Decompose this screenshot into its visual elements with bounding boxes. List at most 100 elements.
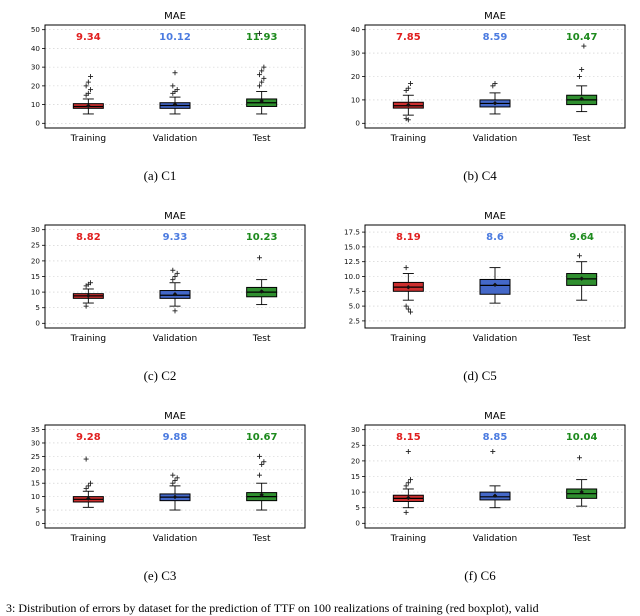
svg-text:Validation: Validation (473, 334, 517, 344)
svg-text:0: 0 (35, 119, 40, 128)
svg-text:Training: Training (70, 134, 107, 144)
svg-text:8.59: 8.59 (483, 32, 508, 43)
boxplot-chart: 0 10 20 30 40 50 MAE 9.34 Training 10.12 Validatio… (9, 8, 311, 152)
svg-text:9.33: 9.33 (163, 232, 188, 243)
svg-text:25: 25 (31, 452, 40, 461)
boxplot-svg: 0 5 10 15 20 25 30 MAE 8.15 Training 8.85 Validatio… (351, 411, 626, 544)
svg-text:17.5: 17.5 (344, 228, 360, 237)
svg-text:Test: Test (252, 334, 271, 344)
svg-text:15.0: 15.0 (344, 242, 360, 251)
svg-text:0: 0 (35, 319, 40, 328)
svg-text:0: 0 (355, 119, 360, 128)
boxplot-panel: 0 10 20 30 40 MAE 7.85 Training 8.59 Validation 10… (320, 0, 640, 200)
svg-text:25: 25 (351, 441, 360, 450)
svg-text:20: 20 (31, 465, 41, 474)
svg-text:MAE: MAE (164, 11, 186, 22)
svg-text:30: 30 (31, 438, 41, 447)
svg-text:10.23: 10.23 (246, 232, 278, 243)
svg-text:30: 30 (31, 63, 41, 72)
svg-text:Test: Test (572, 534, 591, 544)
figure-caption: 3: Distribution of errors by dataset for… (6, 601, 539, 615)
svg-text:40: 40 (351, 25, 361, 34)
svg-text:Training: Training (70, 334, 107, 344)
svg-text:8.85: 8.85 (483, 432, 508, 443)
svg-text:Test: Test (252, 134, 271, 144)
svg-text:Validation: Validation (473, 534, 517, 544)
svg-text:15: 15 (31, 479, 40, 488)
svg-text:20: 20 (351, 456, 361, 465)
boxplot-panel: 0 5 10 15 20 25 30 MAE 8.82 Training 9.33 Validatio… (0, 200, 320, 400)
svg-text:9.64: 9.64 (569, 232, 594, 243)
svg-text:8.15: 8.15 (396, 432, 421, 443)
figure-grid: 0 10 20 30 40 50 MAE 9.34 Training 10.12 Validatio… (0, 0, 640, 600)
svg-text:20: 20 (31, 81, 41, 90)
svg-text:30: 30 (31, 225, 41, 234)
svg-text:10: 10 (351, 488, 361, 497)
svg-text:10.12: 10.12 (159, 32, 191, 43)
svg-text:Test: Test (252, 534, 271, 544)
svg-text:MAE: MAE (164, 411, 186, 422)
svg-text:Training: Training (390, 334, 427, 344)
boxplot-svg: 0 10 20 30 40 MAE 7.85 Training 8.59 Validation 10… (351, 11, 626, 144)
svg-text:Training: Training (70, 534, 107, 544)
svg-text:0: 0 (35, 519, 40, 528)
boxplot-chart: 2.5 5.0 7.5 10.0 12.5 15.0 17.5 MAE 8.19 Training… (329, 208, 631, 352)
boxplot-chart: 0 5 10 15 20 25 30 35 MAE 9.28 Training 9.88 Validat… (9, 408, 311, 552)
panel-caption: (f) C6 (464, 568, 496, 583)
svg-text:10: 10 (31, 288, 41, 297)
svg-text:12.5: 12.5 (344, 257, 360, 266)
svg-text:35: 35 (31, 425, 40, 434)
svg-text:25: 25 (31, 241, 40, 250)
panel-caption: (b) C4 (463, 168, 497, 183)
boxplot-chart: 0 10 20 30 40 MAE 7.85 Training 8.59 Validation 10… (329, 8, 631, 152)
svg-text:Test: Test (572, 134, 591, 144)
boxplot-chart: 0 5 10 15 20 25 30 MAE 8.82 Training 9.33 Validatio… (9, 208, 311, 352)
svg-text:20: 20 (351, 72, 361, 81)
panel-caption: (c) C2 (143, 368, 177, 383)
svg-text:7.5: 7.5 (349, 287, 360, 296)
svg-text:40: 40 (31, 44, 41, 53)
svg-text:50: 50 (31, 25, 41, 34)
svg-text:8.82: 8.82 (76, 232, 101, 243)
svg-text:30: 30 (351, 425, 361, 434)
svg-text:Validation: Validation (153, 534, 197, 544)
boxplot-svg: 0 5 10 15 20 25 30 MAE 8.82 Training 9.33 Validatio… (31, 211, 306, 344)
panel-caption: (e) C3 (143, 568, 177, 583)
svg-text:Validation: Validation (153, 334, 197, 344)
svg-text:10.47: 10.47 (566, 32, 598, 43)
svg-text:0: 0 (355, 519, 360, 528)
svg-text:5: 5 (35, 505, 40, 514)
svg-text:10.67: 10.67 (246, 432, 278, 443)
svg-text:10: 10 (351, 95, 361, 104)
boxplot-svg: 0 10 20 30 40 50 MAE 9.34 Training 10.12 Validatio… (31, 11, 306, 144)
svg-text:5.0: 5.0 (349, 301, 361, 310)
svg-text:Training: Training (390, 534, 427, 544)
panel-caption: (a) C1 (143, 168, 177, 183)
svg-text:10.0: 10.0 (344, 272, 360, 281)
svg-text:30: 30 (351, 48, 361, 57)
boxplot-panel: 0 5 10 15 20 25 30 MAE 8.15 Training 8.85 Validatio… (320, 400, 640, 600)
svg-text:8.6: 8.6 (486, 232, 504, 243)
svg-text:10: 10 (31, 492, 41, 501)
svg-text:7.85: 7.85 (396, 32, 421, 43)
svg-text:Training: Training (390, 134, 427, 144)
boxplot-svg: 2.5 5.0 7.5 10.0 12.5 15.0 17.5 MAE 8.19 Training… (344, 211, 626, 344)
svg-text:MAE: MAE (484, 11, 506, 22)
svg-text:MAE: MAE (484, 211, 506, 222)
svg-text:9.28: 9.28 (76, 432, 101, 443)
svg-text:Validation: Validation (473, 134, 517, 144)
svg-text:9.88: 9.88 (163, 432, 188, 443)
panel-caption: (d) C5 (463, 368, 497, 383)
svg-text:MAE: MAE (484, 411, 506, 422)
svg-text:10: 10 (31, 100, 41, 109)
svg-text:MAE: MAE (164, 211, 186, 222)
svg-text:11.93: 11.93 (246, 32, 278, 43)
svg-text:9.34: 9.34 (76, 32, 101, 43)
svg-text:Test: Test (572, 334, 591, 344)
svg-text:5: 5 (35, 303, 40, 312)
svg-text:10.04: 10.04 (566, 432, 598, 443)
boxplot-chart: 0 5 10 15 20 25 30 MAE 8.15 Training 8.85 Validatio… (329, 408, 631, 552)
svg-text:2.5: 2.5 (349, 316, 360, 325)
boxplot-panel: 2.5 5.0 7.5 10.0 12.5 15.0 17.5 MAE 8.19 Training… (320, 200, 640, 400)
